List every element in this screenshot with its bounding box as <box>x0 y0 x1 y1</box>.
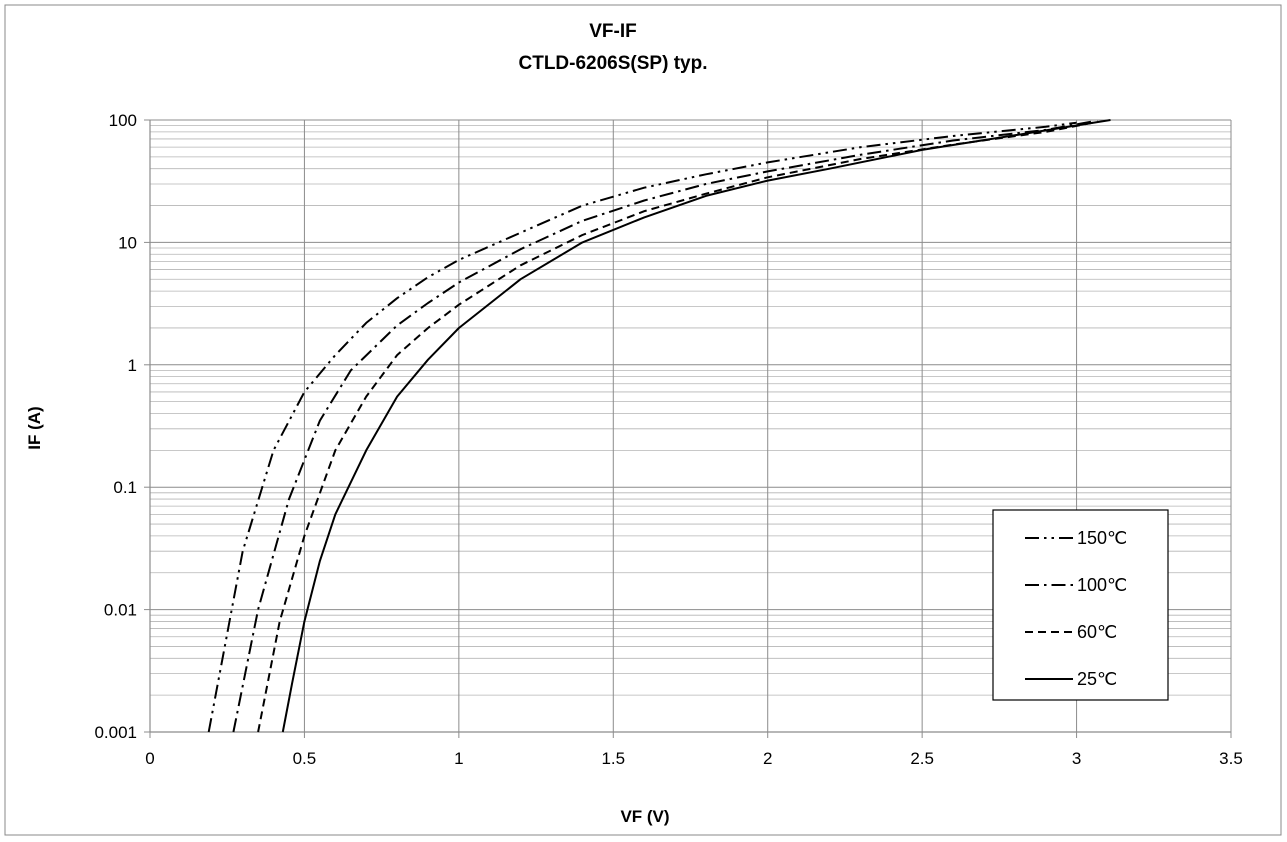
y-tick-label: 0.01 <box>104 601 137 620</box>
legend: 150℃ 100℃ 60℃ 25℃ <box>992 509 1169 701</box>
x-tick-label: 1.5 <box>601 749 625 768</box>
tick-labels: 0 0.5 1 1.5 2 2.5 3 3.5 0.001 0.01 0.1 1 10 100 <box>94 111 1242 768</box>
chart-title: VF-IF <box>589 21 637 42</box>
y-axis-title: IF (A) <box>25 406 44 449</box>
x-tick-label: 3 <box>1072 749 1081 768</box>
y-tick-label: 10 <box>118 233 137 252</box>
legend-label: 100℃ <box>1077 575 1127 595</box>
legend-box <box>992 509 1169 701</box>
series-group <box>207 119 1111 733</box>
x-axis-title: VF (V) <box>620 807 669 826</box>
x-tick-label: 2 <box>763 749 772 768</box>
y-tick-label: 1 <box>128 356 137 375</box>
x-tick-label: 1 <box>454 749 463 768</box>
x-tick-label: 0.5 <box>293 749 317 768</box>
legend-label: 150℃ <box>1077 528 1127 548</box>
y-tick-label: 100 <box>109 111 137 130</box>
legend-label: 25℃ <box>1077 669 1117 689</box>
x-tick-label: 0 <box>145 749 154 768</box>
series-line-1 <box>232 120 1093 733</box>
series-line-2 <box>257 120 1099 733</box>
y-tick-label: 0.001 <box>94 723 137 742</box>
series-line-3 <box>281 119 1111 733</box>
plot-border <box>144 119 1232 738</box>
x-tick-label: 2.5 <box>910 749 934 768</box>
series-line-0 <box>207 121 1077 733</box>
chart-frame <box>4 4 1282 836</box>
y-tick-label: 0.1 <box>113 478 137 497</box>
x-tick-label: 3.5 <box>1219 749 1243 768</box>
chart-subtitle: CTLD-6206S(SP) typ. <box>519 53 708 74</box>
legend-label: 60℃ <box>1077 622 1117 642</box>
